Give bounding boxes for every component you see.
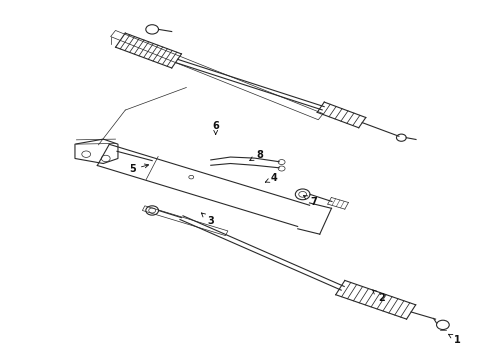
Text: 6: 6 — [212, 121, 219, 134]
Text: 1: 1 — [448, 334, 461, 345]
Text: 5: 5 — [129, 164, 148, 174]
Text: 2: 2 — [373, 290, 385, 303]
Text: 3: 3 — [201, 213, 214, 226]
Text: 7: 7 — [303, 195, 317, 207]
Text: 8: 8 — [250, 150, 263, 161]
Text: 4: 4 — [266, 173, 278, 183]
